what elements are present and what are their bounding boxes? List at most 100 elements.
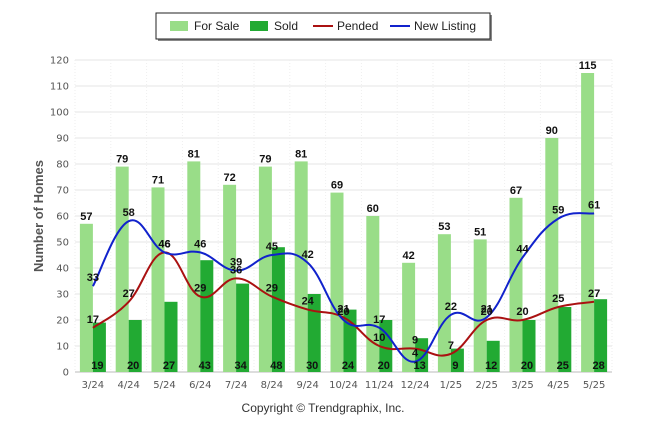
data-label-sold: 43: [199, 360, 211, 372]
copyright-text: Copyright © Trendgraphix, Inc.: [241, 401, 405, 415]
x-tick-label: 3/25: [511, 380, 533, 391]
x-tick-label: 4/24: [117, 380, 139, 391]
legend-swatch-for-sale: [170, 21, 188, 31]
bar-sold: [379, 320, 393, 372]
data-label-pended: 21: [337, 303, 349, 315]
bar-for-sale: [258, 166, 272, 372]
bar-for-sale: [115, 166, 129, 372]
y-tick-label: 120: [50, 56, 69, 67]
x-tick-label: 8/24: [261, 380, 283, 391]
data-label-new-listing: 17: [373, 314, 385, 326]
data-label-new-listing: 58: [123, 207, 135, 219]
data-label-new-listing: 22: [445, 301, 457, 313]
bar-for-sale: [366, 216, 380, 372]
x-tick-label: 1/25: [440, 380, 462, 391]
bar-for-sale: [402, 262, 416, 372]
data-label-sold: 20: [378, 360, 390, 372]
bar-for-sale: [330, 192, 344, 372]
data-label-new-listing: 20: [337, 306, 349, 318]
data-label-new-listing: 46: [158, 238, 170, 250]
bar-sold: [486, 340, 500, 372]
data-label-for-sale: 81: [295, 148, 307, 160]
y-tick-label: 30: [56, 290, 69, 301]
data-label-for-sale: 57: [80, 211, 92, 223]
x-tick-label: 2/25: [475, 380, 497, 391]
data-label-new-listing: 4: [412, 348, 419, 360]
bar-for-sale: [79, 223, 93, 372]
data-label-new-listing: 21: [481, 303, 493, 315]
data-label-for-sale: 42: [402, 250, 414, 262]
bar-sold: [128, 320, 142, 372]
data-label-pended: 27: [588, 288, 600, 300]
line-pended: [92, 251, 595, 357]
data-label-new-listing: 45: [266, 241, 278, 253]
data-label-for-sale: 71: [152, 174, 164, 186]
y-axis-label: Number of Homes: [31, 160, 46, 272]
y-tick-label: 90: [56, 134, 69, 145]
x-tick-label: 5/24: [153, 380, 175, 391]
x-tick-label: 5/25: [583, 380, 605, 391]
data-label-new-listing: 39: [230, 257, 242, 269]
data-label-new-listing: 46: [194, 238, 206, 250]
bar-sold: [415, 338, 429, 372]
bar-for-sale: [581, 73, 595, 372]
data-label-new-listing: 42: [302, 249, 314, 261]
bar-sold: [594, 299, 608, 372]
bar-for-sale: [187, 161, 201, 372]
bar-sold: [307, 294, 321, 372]
x-tick-label: 12/24: [401, 380, 430, 391]
bar-sold: [92, 322, 106, 372]
data-label-pended: 25: [552, 293, 564, 305]
data-label-pended: 46: [158, 238, 170, 250]
data-label-sold: 20: [521, 360, 533, 372]
legend-label-new-listing: New Listing: [414, 19, 476, 33]
y-tick-label: 110: [50, 82, 69, 93]
legend-swatch-sold: [250, 21, 268, 31]
bar-sold: [450, 348, 464, 372]
data-label-pended: 10: [373, 332, 385, 344]
bar-sold: [522, 320, 536, 372]
data-label-sold: 9: [452, 360, 458, 372]
data-label-sold: 48: [270, 360, 282, 372]
data-label-sold: 19: [91, 360, 103, 372]
x-tick-label: 6/24: [189, 380, 211, 391]
y-tick-label: 40: [56, 264, 69, 275]
y-tick-label: 20: [56, 316, 69, 327]
legend-label-pended: Pended: [337, 19, 378, 33]
data-label-pended: 20: [481, 306, 493, 318]
bar-sold: [200, 260, 214, 372]
bar-for-sale: [151, 187, 165, 372]
data-label-sold: 27: [163, 360, 175, 372]
bar-sold: [164, 301, 178, 372]
y-tick-label: 60: [56, 212, 69, 223]
bar-for-sale: [223, 184, 237, 372]
data-label-pended: 20: [516, 306, 528, 318]
data-label-pended: 17: [87, 314, 99, 326]
line-new-listing: [92, 212, 595, 363]
data-label-new-listing: 61: [588, 199, 600, 211]
data-label-for-sale: 115: [579, 60, 597, 72]
data-label-pended: 9: [412, 335, 418, 347]
data-label-for-sale: 51: [474, 226, 486, 238]
data-label-for-sale: 69: [331, 180, 343, 192]
data-label-pended: 24: [302, 296, 315, 308]
data-label-sold: 20: [127, 360, 139, 372]
data-label-sold: 30: [306, 360, 318, 372]
legend-label-for-sale: For Sale: [194, 19, 240, 33]
bar-sold: [271, 247, 285, 372]
data-label-sold: 25: [557, 360, 569, 372]
data-label-pended: 27: [123, 288, 135, 300]
x-tick-label: 11/24: [365, 380, 394, 391]
data-label-pended: 29: [194, 283, 206, 295]
x-tick-label: 7/24: [225, 380, 247, 391]
data-label-new-listing: 33: [87, 272, 99, 284]
x-tick-label: 4/25: [547, 380, 569, 391]
y-tick-label: 0: [63, 368, 69, 379]
data-label-sold: 12: [485, 360, 497, 372]
bar-for-sale: [437, 234, 451, 372]
data-label-for-sale: 79: [259, 154, 271, 166]
x-tick-label: 10/24: [329, 380, 358, 391]
bar-for-sale: [473, 239, 487, 372]
legend-box: [155, 12, 491, 40]
